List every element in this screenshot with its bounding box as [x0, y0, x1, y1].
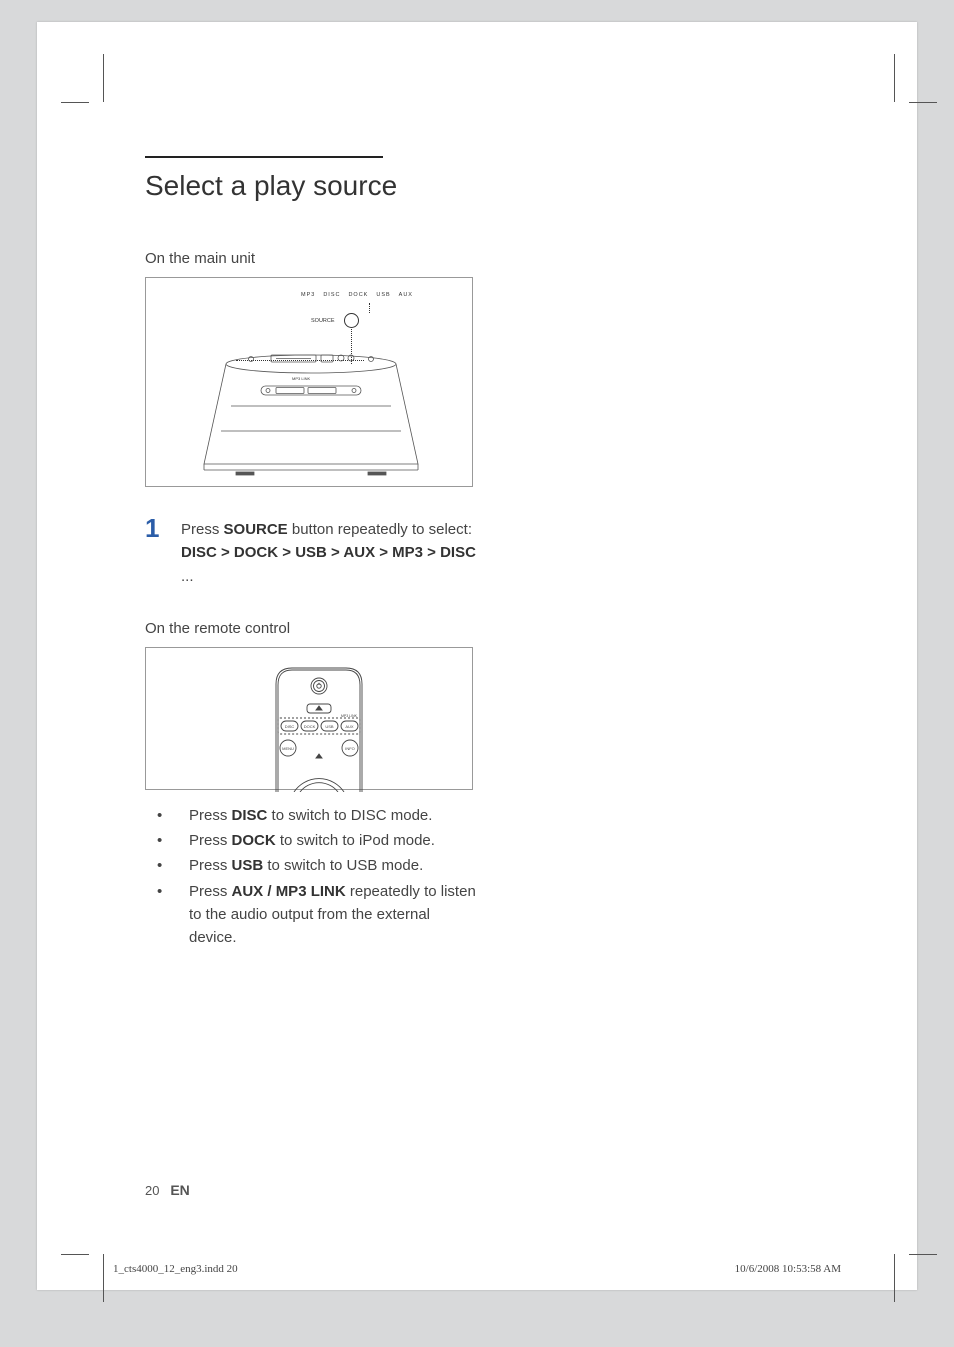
indesign-timestamp: 10/6/2008 10:53:58 AM: [735, 1263, 841, 1275]
figure-remote-control: DISC DOCK USB AUX MP3 LINK MENU INFO: [145, 647, 473, 790]
svg-text:DISC: DISC: [285, 724, 295, 729]
label-aux: AUX: [399, 292, 413, 298]
list-item: Press AUX / MP3 LINK repeatedly to liste…: [173, 880, 479, 950]
svg-text:AUX: AUX: [345, 724, 354, 729]
page-footer: 20 EN: [145, 1182, 190, 1198]
label-disc: DISC: [323, 292, 340, 298]
source-label: SOURCE: [311, 318, 335, 324]
crop-mark: [61, 1254, 89, 1255]
list-item: Press DOCK to switch to iPod mode.: [173, 829, 479, 852]
bullet-list: Press DISC to switch to DISC mode. Press…: [145, 804, 479, 950]
crop-mark: [894, 54, 895, 102]
source-knob-icon: [344, 313, 359, 328]
label-usb: USB: [376, 292, 390, 298]
page-number: 20: [145, 1183, 159, 1198]
crop-mark: [103, 54, 104, 102]
section-title-remote: On the remote control: [145, 620, 479, 637]
svg-text:DOCK: DOCK: [304, 724, 316, 729]
page: Select a play source On the main unit MP…: [37, 22, 917, 1290]
crop-mark: [894, 1254, 895, 1302]
label-mp3: MP3: [301, 292, 315, 298]
heading-rule: [145, 156, 383, 158]
step-1: 1 Press SOURCE button repeatedly to sele…: [145, 515, 479, 588]
page-heading: Select a play source: [145, 170, 479, 202]
svg-text:MENU: MENU: [282, 746, 294, 751]
list-item: Press USB to switch to USB mode.: [173, 854, 479, 877]
lang-code: EN: [170, 1182, 189, 1198]
svg-text:INFO: INFO: [345, 746, 355, 751]
svg-text:USB: USB: [325, 724, 334, 729]
label-dock: DOCK: [348, 292, 368, 298]
crop-mark: [909, 102, 937, 103]
svg-text:MP3 LINK: MP3 LINK: [341, 714, 358, 718]
crop-mark: [61, 102, 89, 103]
step-number: 1: [145, 515, 165, 588]
step-text: Press SOURCE button repeatedly to select…: [181, 515, 479, 588]
crop-mark: [103, 1254, 104, 1302]
crop-mark: [909, 1254, 937, 1255]
section-title-main-unit: On the main unit: [145, 250, 479, 267]
indesign-filename: 1_cts4000_12_eng3.indd 20: [113, 1263, 238, 1275]
remote-illustration: DISC DOCK USB AUX MP3 LINK MENU INFO: [264, 662, 374, 792]
main-unit-illustration: [191, 346, 431, 476]
source-indicator-labels: MP3 DISC DOCK USB AUX: [301, 292, 413, 298]
callout-line: [369, 303, 370, 313]
content-column: Select a play source On the main unit MP…: [145, 156, 479, 951]
list-item: Press DISC to switch to DISC mode.: [173, 804, 479, 827]
figure-main-unit: MP3 DISC DOCK USB AUX SOURCE MP3 LINK: [145, 277, 473, 487]
